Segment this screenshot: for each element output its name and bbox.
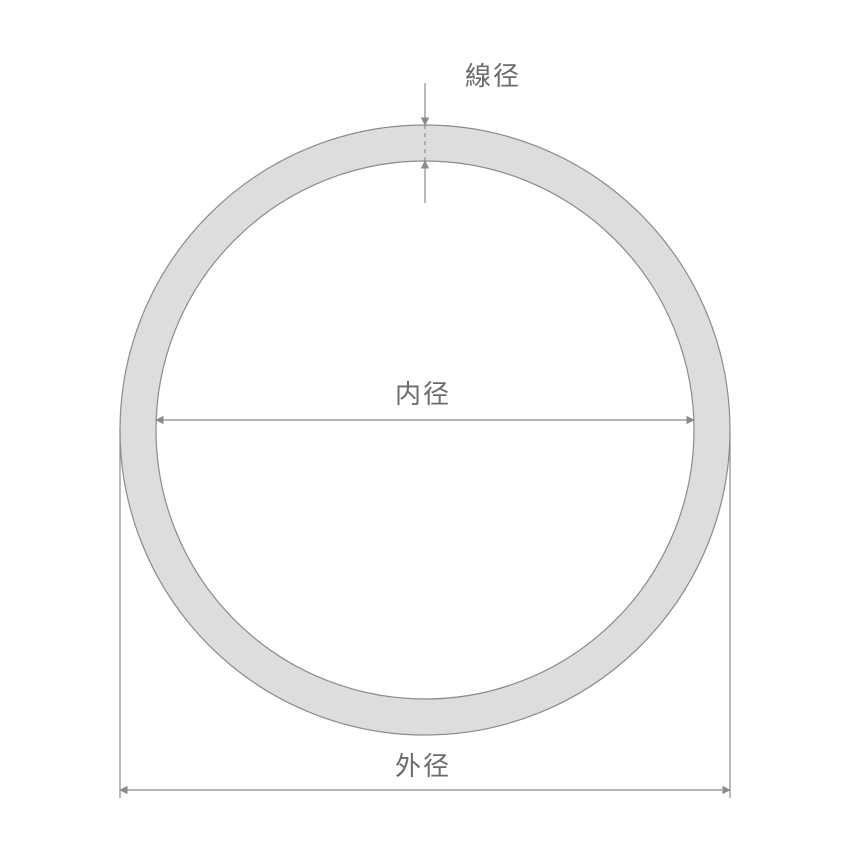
outer-diameter-label: 外径 [395, 751, 451, 781]
oring-diagram: 線径 内径 外径 [0, 0, 850, 850]
inner-circle [156, 161, 694, 699]
wire-diameter-label: 線径 [465, 61, 521, 91]
ring-shape [120, 125, 730, 735]
inner-diameter-label: 内径 [395, 379, 451, 409]
